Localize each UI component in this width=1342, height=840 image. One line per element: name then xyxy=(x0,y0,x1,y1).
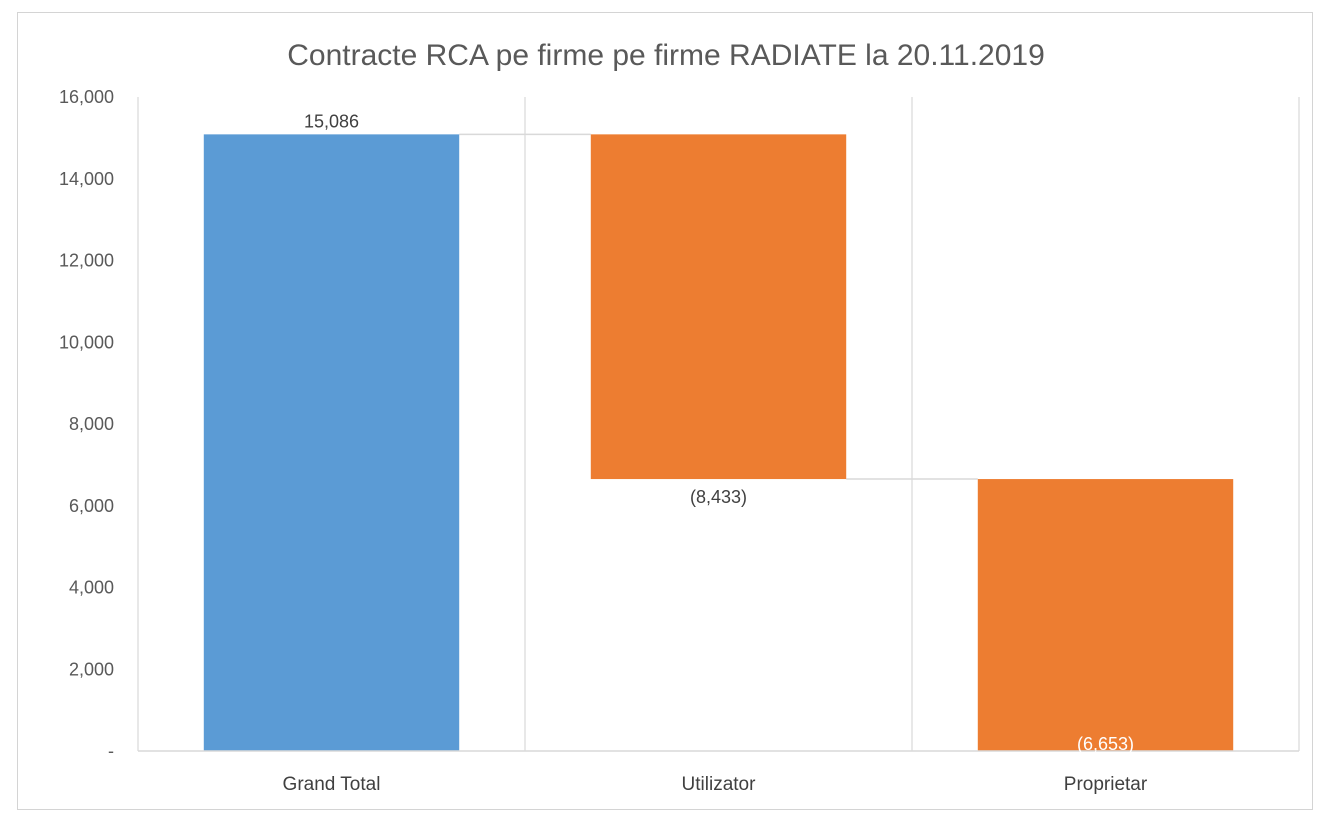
axis-layer: - 2,000 4,000 6,000 8,000 10,000 12,000 14,000 1… xyxy=(59,87,1299,795)
bar-proprietar xyxy=(977,479,1234,751)
grid-layer xyxy=(137,97,1300,751)
data-label: (8,433) xyxy=(690,487,747,507)
x-category-label: Proprietar xyxy=(1064,774,1148,795)
y-tick-label: 12,000 xyxy=(59,251,114,271)
y-tick-label: 2,000 xyxy=(69,659,114,679)
y-tick-label: 6,000 xyxy=(69,496,114,516)
y-tick-label: 8,000 xyxy=(69,414,114,434)
x-category-label: Grand Total xyxy=(283,774,381,795)
y-tick-label: 14,000 xyxy=(59,169,114,189)
data-label: (6,653) xyxy=(1077,734,1134,754)
data-label: 15,086 xyxy=(304,111,359,131)
y-tick-label: - xyxy=(108,741,114,761)
y-tick-label: 4,000 xyxy=(69,578,114,598)
bar-grand-total xyxy=(203,134,460,751)
y-tick-label: 10,000 xyxy=(59,332,114,352)
label-layer: 15,086 (8,433) (6,653) xyxy=(304,111,1134,754)
bar-utilizator xyxy=(590,134,847,480)
chart-frame: Contracte RCA pe firme pe firme RADIATE … xyxy=(17,12,1313,810)
connector-layer xyxy=(459,133,978,480)
y-tick-label: 16,000 xyxy=(59,87,114,107)
x-category-label: Utilizator xyxy=(682,774,757,795)
waterfall-chart: Contracte RCA pe firme pe firme RADIATE … xyxy=(59,39,1300,795)
chart-title: Contracte RCA pe firme pe firme RADIATE … xyxy=(287,39,1045,72)
bar-layer xyxy=(203,134,1234,751)
